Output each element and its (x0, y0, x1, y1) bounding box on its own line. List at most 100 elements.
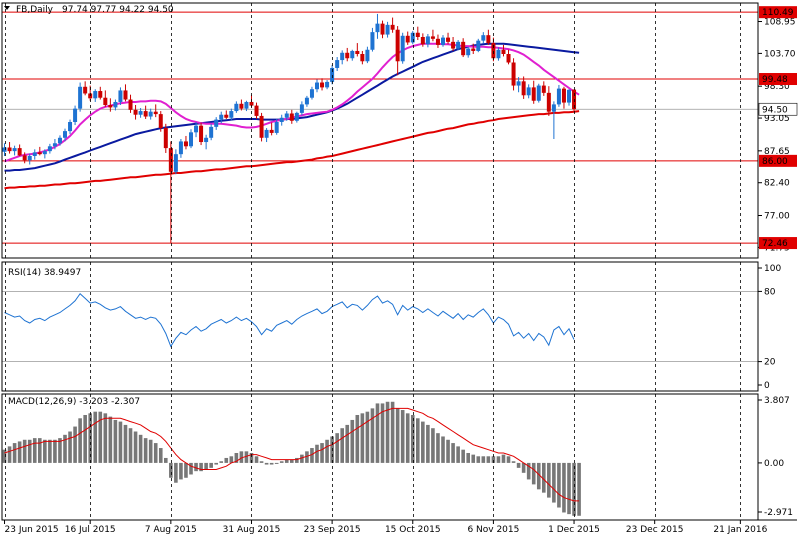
macd-histogram-bar (189, 462, 193, 475)
candle-body (466, 48, 471, 56)
macd-histogram-bar (290, 459, 294, 463)
macd-histogram-bar (214, 462, 218, 465)
candle-body (148, 111, 153, 117)
candle-body (168, 148, 173, 172)
candle-body (496, 49, 501, 59)
candle-body (254, 105, 259, 116)
macd-histogram-bar (254, 456, 259, 463)
macd-histogram-bar (123, 424, 128, 463)
macd-panel: 3.807 0.00 -2.971 MACD(12,26,9) -3.203 -2.3… (2, 396, 793, 518)
candle-body (42, 151, 47, 155)
candle-body (224, 114, 229, 118)
candle-body (234, 103, 239, 112)
macd-histogram-bar (229, 456, 234, 463)
macd-histogram-bar (526, 462, 531, 480)
candle-body (335, 60, 340, 68)
candle-body (27, 156, 32, 161)
candle-body (330, 67, 335, 82)
candle-body (380, 23, 385, 35)
candle-body (294, 112, 299, 121)
candle-body (2, 147, 7, 152)
macd-histogram-bar (219, 461, 224, 463)
macd-histogram-bar (416, 418, 420, 463)
price-tick-label: 82.40 (764, 179, 790, 189)
candle-body (360, 54, 365, 62)
candle-body (506, 54, 511, 63)
macd-tick-label: -2.971 (764, 508, 793, 518)
candle-body (567, 89, 571, 103)
candle-body (173, 154, 178, 172)
macd-histogram-bar (496, 456, 501, 463)
candle-body (481, 35, 486, 41)
time-tick-label: 7 Aug 2015 (145, 525, 197, 535)
candle-body (456, 41, 461, 49)
candle-body (536, 85, 541, 101)
macd-histogram-bar (48, 439, 52, 463)
macd-histogram-bar (421, 421, 425, 463)
candle-body (279, 117, 284, 122)
macd-histogram-bar (153, 443, 158, 463)
macd-histogram-bar (511, 461, 516, 463)
macd-histogram-bar (98, 411, 103, 463)
macd-histogram-bar (481, 456, 486, 463)
macd-histogram-bar (164, 457, 168, 463)
macd-histogram-bar (264, 462, 269, 465)
macd-histogram-bar (17, 441, 22, 463)
macd-histogram-bar (199, 462, 203, 472)
macd-tick-label: 0.00 (764, 459, 784, 469)
macd-histogram-bar (234, 452, 239, 463)
candle-body (17, 148, 22, 156)
macd-tick-label: 3.807 (764, 396, 790, 406)
macd-histogram-bar (78, 418, 82, 463)
candle-body (274, 122, 279, 133)
macd-histogram-bar (516, 462, 521, 468)
macd-histogram-bar (143, 438, 148, 463)
candle-body (405, 35, 410, 43)
macd-histogram-bar (405, 413, 410, 463)
macd-histogram-bar (572, 462, 576, 516)
macd-histogram-bar (244, 451, 249, 463)
rsi-label: RSI(14) 38.9497 (8, 268, 81, 278)
candle-body (138, 111, 143, 115)
candle-body (189, 132, 193, 147)
candle-body (63, 131, 67, 138)
time-tick-label: 31 Aug 2015 (223, 525, 281, 535)
candle-body (365, 49, 370, 62)
candle-body (269, 129, 274, 133)
candle-body (390, 24, 395, 30)
candle-body (325, 81, 330, 88)
candle-body (199, 125, 204, 143)
candle-body (118, 90, 123, 102)
candle-body (73, 108, 78, 122)
candle-body (133, 109, 138, 115)
level-badge (759, 154, 797, 167)
candle-body (113, 101, 118, 108)
macd-histogram-bar (441, 436, 445, 463)
candle-body (410, 32, 415, 43)
macd-histogram-bar (93, 411, 98, 463)
candle-body (395, 29, 400, 62)
macd-histogram-bar (2, 449, 7, 463)
current-price-badge (758, 102, 798, 116)
macd-histogram-bar (476, 456, 481, 463)
macd-histogram-bar (128, 428, 133, 463)
macd-histogram-bar (194, 462, 198, 472)
macd-histogram-bar (103, 413, 108, 463)
macd-histogram-bar (506, 456, 511, 463)
macd-histogram-bar (32, 438, 37, 463)
macd-histogram-bar (466, 452, 470, 463)
macd-histogram-bar (184, 462, 188, 478)
rsi-tick-label: 80 (764, 287, 776, 297)
candle-body (420, 37, 425, 45)
dropdown-arrow-icon[interactable] (4, 6, 10, 10)
candle-body (425, 36, 430, 45)
macd-histogram-bar (562, 462, 566, 513)
candle-body (128, 99, 133, 110)
candle-body (98, 91, 103, 98)
macd-histogram-bar (436, 433, 440, 463)
macd-signal-line (4, 407, 580, 502)
candle-body (178, 141, 183, 155)
candle-body (526, 87, 531, 96)
candle-body (22, 155, 27, 161)
